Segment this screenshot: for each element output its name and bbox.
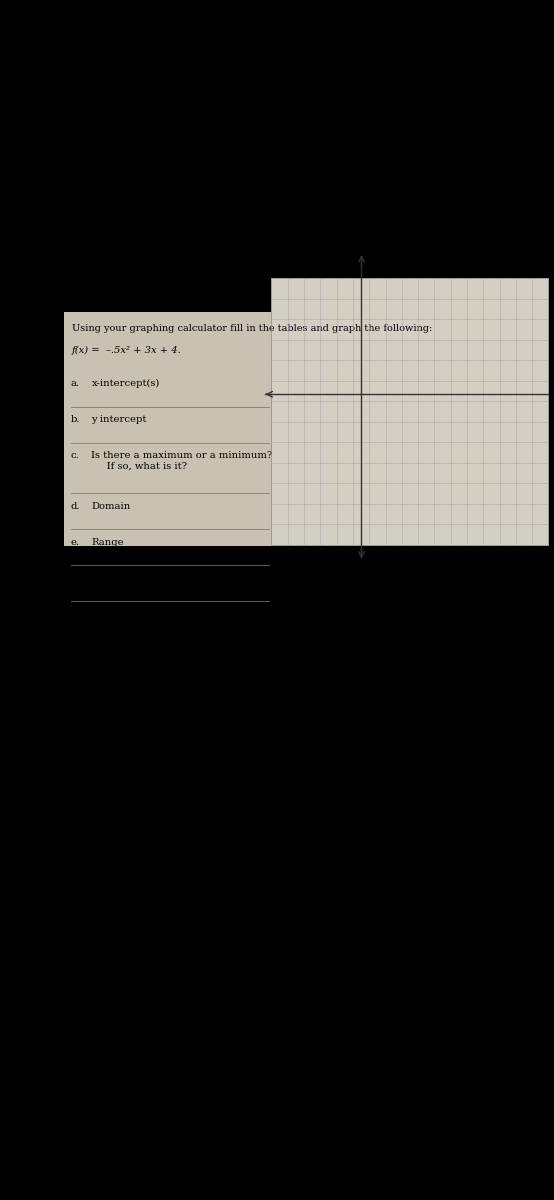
Text: f.: f. [71, 574, 78, 583]
Text: x-intercept(s): x-intercept(s) [91, 379, 160, 389]
Text: a.: a. [71, 379, 80, 389]
Text: Range: Range [91, 538, 124, 547]
Bar [64, 312, 548, 546]
Text: Is there a maximum or a minimum?
     If so, what is it?: Is there a maximum or a minimum? If so, … [91, 451, 273, 470]
Text: c.: c. [71, 451, 80, 461]
Text: y intercept: y intercept [91, 415, 147, 425]
Text: Graph Label the axes using a scale of 1.: Graph Label the axes using a scale of 1. [91, 574, 294, 583]
Text: d.: d. [71, 502, 80, 511]
Bar [271, 278, 548, 545]
Text: Using your graphing calculator fill in the tables and graph the following:: Using your graphing calculator fill in t… [72, 324, 432, 332]
Text: f(x) =  –.5x² + 3x + 4.: f(x) = –.5x² + 3x + 4. [72, 346, 182, 355]
Text: Domain: Domain [91, 502, 131, 511]
Text: b.: b. [71, 415, 80, 425]
Text: e.: e. [71, 538, 80, 547]
